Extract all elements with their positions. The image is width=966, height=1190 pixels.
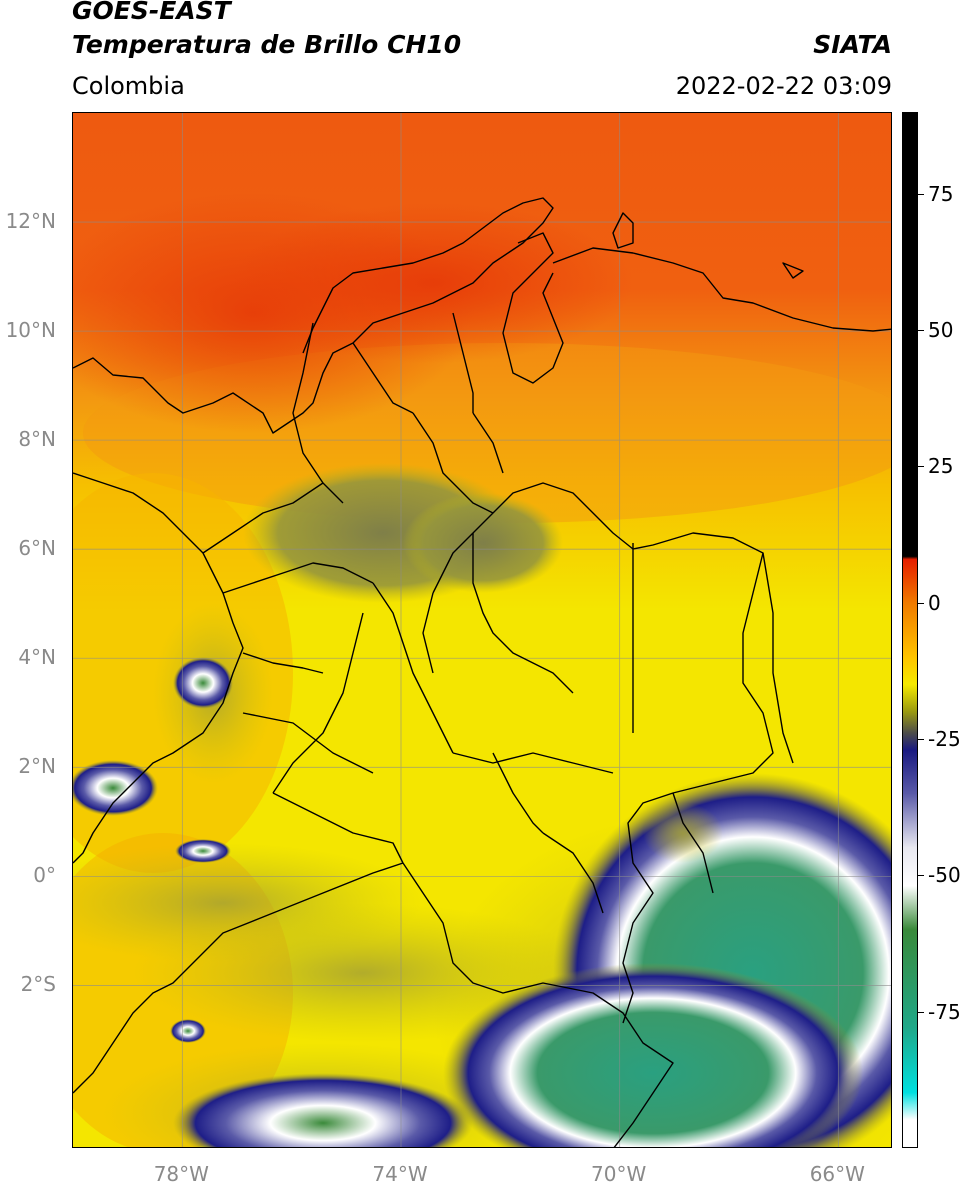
lat-tick-label: 4°N: [18, 645, 56, 670]
colorbar-tick-label: -75: [928, 999, 961, 1024]
brightness-temperature-map: [73, 113, 891, 1147]
colorbar-tick-label: 50: [928, 318, 954, 343]
colorbar-tick-mark: [918, 602, 924, 604]
lon-tick-label: 78°W: [153, 1162, 209, 1186]
lon-tick-label: 70°W: [591, 1162, 647, 1186]
product-title: Temperatura de Brillo CH10: [72, 30, 462, 59]
colorbar: [902, 112, 918, 1148]
timestamp-label: 2022-02-22 03:09: [675, 72, 892, 100]
lat-tick-label: 12°N: [5, 209, 56, 234]
colorbar-tick-label: 25: [928, 454, 954, 479]
lat-tick-label: 2°N: [18, 754, 56, 779]
borders: [73, 197, 891, 1147]
lat-tick-label: 8°N: [18, 427, 56, 452]
lat-tick-label: 2°S: [20, 972, 56, 997]
colorbar-tick-mark: [918, 466, 924, 468]
colorbar-tick-label: -50: [928, 863, 961, 888]
colorbar-tick-mark: [918, 739, 924, 741]
organization-label: SIATA: [813, 30, 892, 59]
region-label: Colombia: [72, 72, 185, 100]
colorbar-tick-label: -25: [928, 727, 961, 752]
colorbar-tick-label: 75: [928, 181, 954, 206]
lon-tick-label: 74°W: [372, 1162, 428, 1186]
lat-tick-label: 0°: [33, 863, 56, 888]
satellite-title: GOES-EAST: [72, 0, 231, 25]
colorbar-tick-mark: [918, 193, 924, 195]
colorbar-tick-mark: [918, 1011, 924, 1013]
colorbar-tick-mark: [918, 330, 924, 332]
lat-tick-label: 6°N: [18, 536, 56, 561]
map-panel[interactable]: [72, 112, 892, 1148]
lon-tick-label: 66°W: [809, 1162, 865, 1186]
colorbar-tick-mark: [918, 875, 924, 877]
colorbar-tick-label: 0: [928, 590, 941, 615]
temperature-field: [73, 113, 891, 1147]
lat-tick-label: 10°N: [5, 318, 56, 343]
